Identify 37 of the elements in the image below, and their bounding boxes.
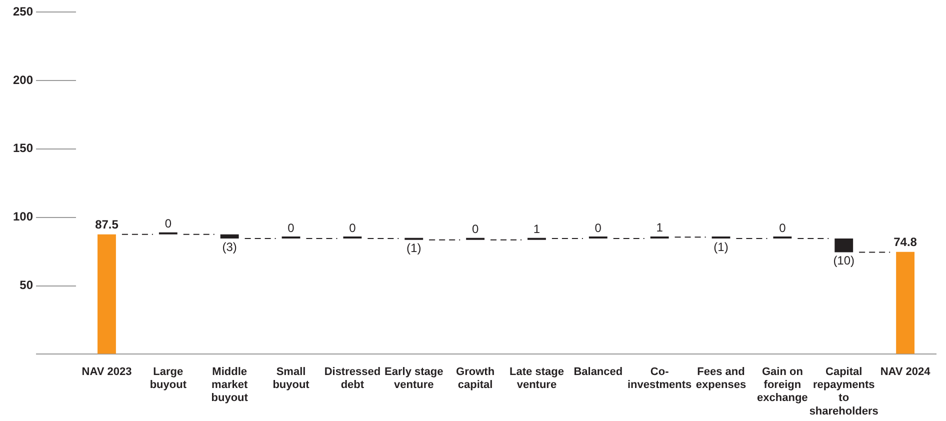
data-label: 74.8 bbox=[894, 235, 918, 250]
bar bbox=[896, 252, 914, 354]
y-tick-label: 200 bbox=[12, 72, 34, 87]
x-tick-label: Gain on foreign exchange bbox=[757, 366, 808, 404]
x-tick-label: Large buyout bbox=[150, 366, 187, 392]
x-tick-label: Distressed debt bbox=[324, 366, 381, 392]
data-label: 0 bbox=[594, 220, 602, 235]
x-tick-label: Small buyout bbox=[272, 366, 310, 392]
x-tick-label: Co-investments bbox=[627, 366, 692, 392]
y-tick-label: 100 bbox=[12, 210, 34, 224]
data-label: 0 bbox=[472, 222, 479, 236]
x-tick-label: Early stage venture bbox=[384, 366, 444, 392]
data-label: (3) bbox=[222, 240, 237, 254]
y-tick-label: 50 bbox=[20, 278, 34, 292]
data-label: (10) bbox=[833, 254, 855, 268]
bar bbox=[98, 234, 116, 354]
y-tick-label: 150 bbox=[12, 141, 34, 156]
x-tick-label: Capital repayments to shareholders bbox=[809, 366, 878, 418]
data-label: 1 bbox=[656, 220, 664, 234]
data-label: (1) bbox=[714, 240, 728, 254]
bar bbox=[220, 234, 239, 239]
x-tick-label: Growth capital bbox=[456, 366, 495, 392]
data-label: 87.5 bbox=[95, 218, 119, 232]
x-tick-label: Balanced bbox=[574, 366, 623, 378]
x-tick-label: NAV 2023 bbox=[82, 366, 132, 378]
x-tick-label: Late stage venture bbox=[510, 366, 564, 392]
data-label: (1) bbox=[406, 241, 422, 256]
data-label: 1 bbox=[533, 222, 540, 236]
data-label: 0 bbox=[164, 216, 172, 231]
bar bbox=[834, 238, 854, 252]
data-label: 0 bbox=[779, 220, 786, 235]
data-label: 0 bbox=[349, 220, 356, 235]
x-tick-label: NAV 2024 bbox=[880, 366, 932, 378]
data-label: 0 bbox=[288, 220, 295, 235]
x-tick-label: Middle market buyout bbox=[211, 366, 248, 404]
y-tick-label: 250 bbox=[12, 4, 34, 18]
x-tick-label: Fees and expenses bbox=[696, 366, 746, 392]
